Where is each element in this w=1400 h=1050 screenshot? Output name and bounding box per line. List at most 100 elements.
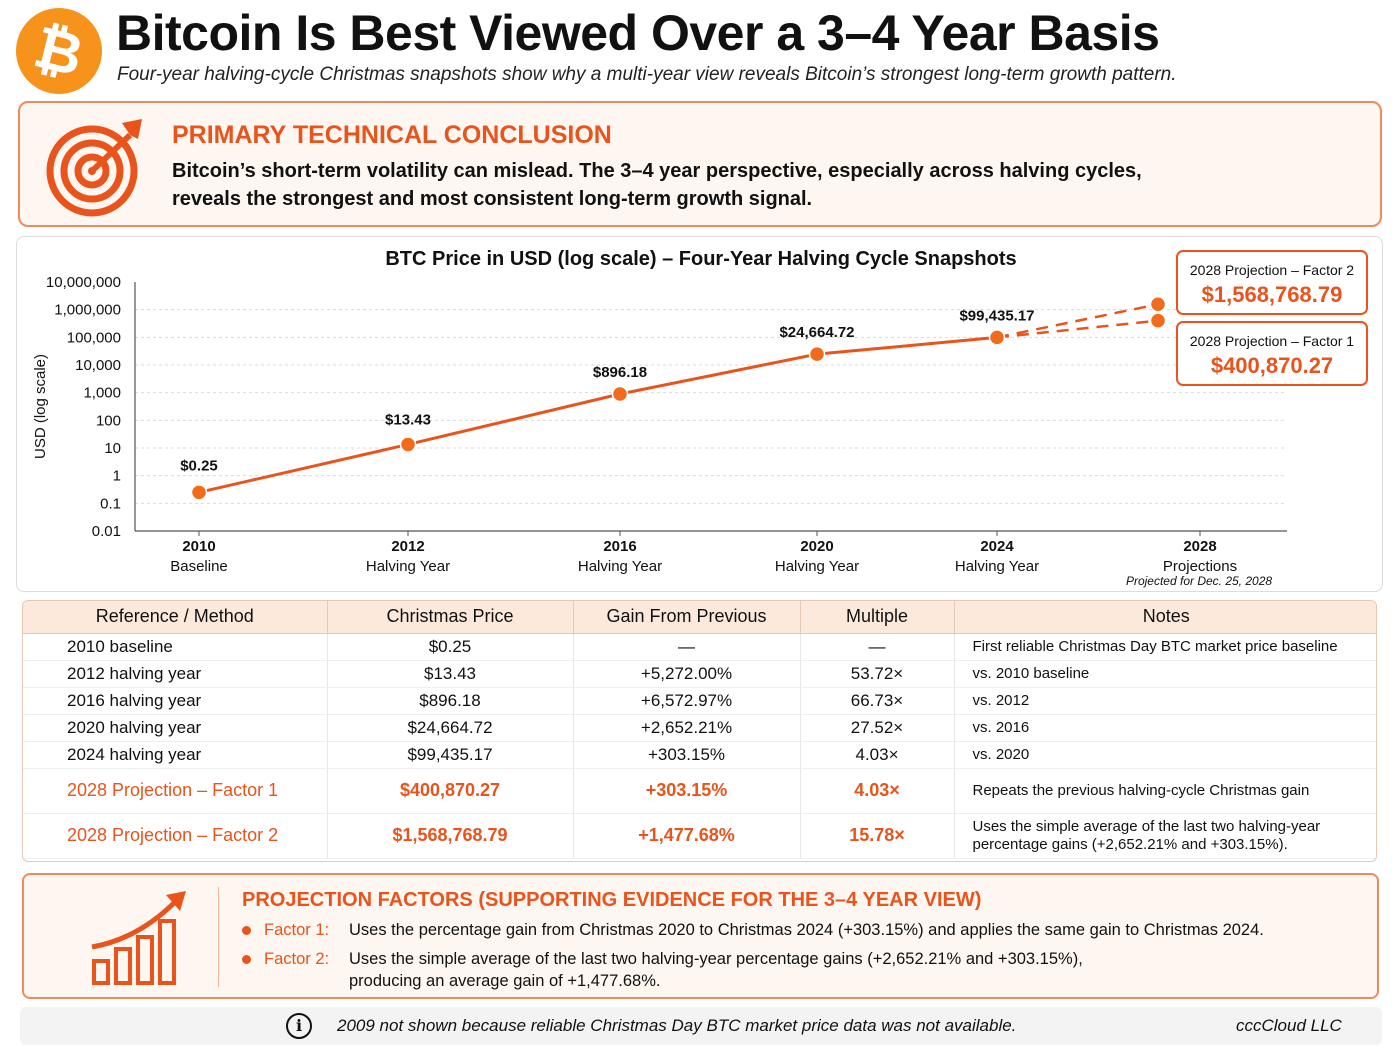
table-cell: 2028 Projection – Factor 1 — [23, 768, 328, 814]
conclusion-title: PRIMARY TECHNICAL CONCLUSION — [172, 121, 612, 149]
factors-title: PROJECTION FACTORS (SUPPORTING EVIDENCE … — [242, 889, 982, 911]
data-table: Reference / Method Christmas Price Gain … — [22, 600, 1377, 862]
table-cell: 2016 halving year — [23, 687, 328, 715]
table-row: 2012 halving year $13.43 +5,272.00% 53.7… — [23, 660, 1376, 688]
table-cell: $13.43 — [327, 660, 574, 688]
table-cell: 15.78× — [800, 813, 955, 859]
factor-item: Factor 2: Uses the simple average of the… — [242, 948, 1362, 994]
table-cell: — — [800, 633, 955, 661]
factor-item: Factor 1: Uses the percentage gain from … — [242, 919, 1362, 943]
table-cell: $24,664.72 — [327, 714, 574, 742]
footer-note: 2009 not shown because reliable Christma… — [337, 1016, 1017, 1035]
y-tick-label: 1,000 — [83, 385, 121, 402]
table-row-projection: 2028 Projection – Factor 2 $1,568,768.79… — [23, 813, 1376, 859]
projection-point — [1149, 312, 1167, 329]
y-tick-label: 10 — [104, 440, 121, 457]
x-category-label: Halving Year — [366, 558, 450, 575]
x-category-label: Halving Year — [578, 558, 662, 575]
x-category-label: Halving Year — [955, 558, 1039, 575]
projection-callout-value: $400,870.27 — [1211, 353, 1333, 378]
table-cell: vs. 2010 baseline — [954, 660, 1376, 688]
y-axis-label: USD (log scale) — [32, 354, 49, 459]
column-header: Multiple — [800, 601, 955, 634]
x-category-label: Baseline — [170, 558, 228, 575]
table-header-row: Reference / Method Christmas Price Gain … — [23, 601, 1376, 634]
table-row: 2024 halving year $99,435.17 +303.15% 4.… — [23, 741, 1376, 769]
table-cell: $400,870.27 — [327, 768, 574, 814]
conclusion-text: Bitcoin’s short-term volatility can misl… — [172, 160, 1142, 210]
footer-brand: cccCloud LLC — [1236, 1016, 1342, 1035]
data-point — [988, 329, 1006, 346]
y-tick-label: 100,000 — [67, 329, 121, 346]
x-tick-label: 2020 — [800, 538, 833, 555]
table-cell: vs. 2016 — [954, 714, 1376, 742]
table-cell: 2012 halving year — [23, 660, 328, 688]
column-header: Notes — [954, 601, 1376, 634]
table-cell: $896.18 — [327, 687, 574, 715]
column-header: Gain From Previous — [573, 601, 801, 634]
bitcoin-icon: ₿ — [16, 8, 102, 94]
data-label: $24,664.72 — [779, 324, 854, 341]
bullet-icon — [242, 926, 251, 935]
projection-point — [1149, 296, 1167, 313]
projection-callout-value: $1,568,768.79 — [1202, 282, 1343, 307]
table-cell: +5,272.00% — [573, 660, 801, 688]
data-point — [611, 385, 629, 403]
data-point — [190, 484, 208, 501]
page-title: Bitcoin Is Best Viewed Over a 3–4 Year B… — [116, 5, 1160, 61]
target-icon — [46, 119, 142, 217]
table-cell: 27.52× — [800, 714, 955, 742]
y-tick-label: 1 — [113, 468, 121, 485]
projection-callout — [1176, 250, 1368, 315]
y-tick-label: 10,000 — [75, 357, 121, 374]
table-cell: $0.25 — [327, 633, 574, 661]
table-cell: +1,477.68% — [573, 813, 801, 859]
table-cell: +303.15% — [573, 768, 801, 814]
table-cell: vs. 2012 — [954, 687, 1376, 715]
table-cell: First reliable Christmas Day BTC market … — [954, 633, 1376, 661]
x-tick-label: 2010 — [182, 538, 215, 555]
factor-text: Uses the percentage gain from Christmas … — [349, 921, 1264, 939]
data-point — [808, 345, 826, 363]
projection-line — [996, 319, 1159, 339]
y-tick-label: 100 — [96, 412, 121, 429]
table-cell: 2028 Projection – Factor 2 — [23, 813, 328, 859]
table-row: 2010 baseline $0.25 — — First reliable C… — [23, 633, 1376, 661]
y-tick-label: 1,000,000 — [54, 302, 121, 319]
column-header: Reference / Method — [23, 601, 328, 634]
chart-title: BTC Price in USD (log scale) – Four-Year… — [385, 248, 1016, 270]
column-header: Christmas Price — [327, 601, 574, 634]
table-cell: — — [573, 633, 801, 661]
header: ₿ Bitcoin Is Best Viewed Over a 3–4 Year… — [0, 0, 1400, 98]
table-cell: +303.15% — [573, 741, 801, 769]
factor-text: Uses the simple average of the last two … — [349, 950, 1083, 990]
table-cell: $1,568,768.79 — [327, 813, 574, 859]
y-tick-label: 0.1 — [100, 495, 121, 512]
table-row: 2016 halving year $896.18 +6,572.97% 66.… — [23, 687, 1376, 715]
page-subtitle: Four-year halving-cycle Christmas snapsh… — [117, 64, 1177, 85]
table-cell: 4.03× — [800, 768, 955, 814]
table-cell: 53.72× — [800, 660, 955, 688]
data-label: $13.43 — [385, 411, 431, 428]
table-row-projection: 2028 Projection – Factor 1 $400,870.27 +… — [23, 768, 1376, 814]
projection-callout-title: 2028 Projection – Factor 2 — [1190, 262, 1354, 278]
y-tick-label: 10,000,000 — [46, 274, 121, 291]
x-tick-label: 2012 — [391, 538, 424, 555]
x-category-label: Projections — [1163, 558, 1237, 575]
x-category-note: Projected for Dec. 25, 2028 — [1126, 574, 1272, 588]
table-cell: 2020 halving year — [23, 714, 328, 742]
table-cell: 2024 halving year — [23, 741, 328, 769]
projection-line — [996, 303, 1159, 339]
chart-panel: BTC Price in USD (log scale) – Four-Year… — [16, 236, 1383, 592]
table-cell: 66.73× — [800, 687, 955, 715]
table-row: 2020 halving year $24,664.72 +2,652.21% … — [23, 714, 1376, 742]
table-cell: $99,435.17 — [327, 741, 574, 769]
data-label: $0.25 — [180, 457, 218, 474]
table-cell: Repeats the previous halving-cycle Chris… — [954, 768, 1376, 814]
x-tick-label: 2024 — [980, 538, 1014, 555]
table-cell: vs. 2020 — [954, 741, 1376, 769]
table-cell: Uses the simple average of the last two … — [954, 813, 1376, 859]
footer: i 2009 not shown because reliable Christ… — [20, 1007, 1382, 1045]
conclusion-box: PRIMARY TECHNICAL CONCLUSION Bitcoin’s s… — [18, 101, 1382, 227]
table-cell: +6,572.97% — [573, 687, 801, 715]
